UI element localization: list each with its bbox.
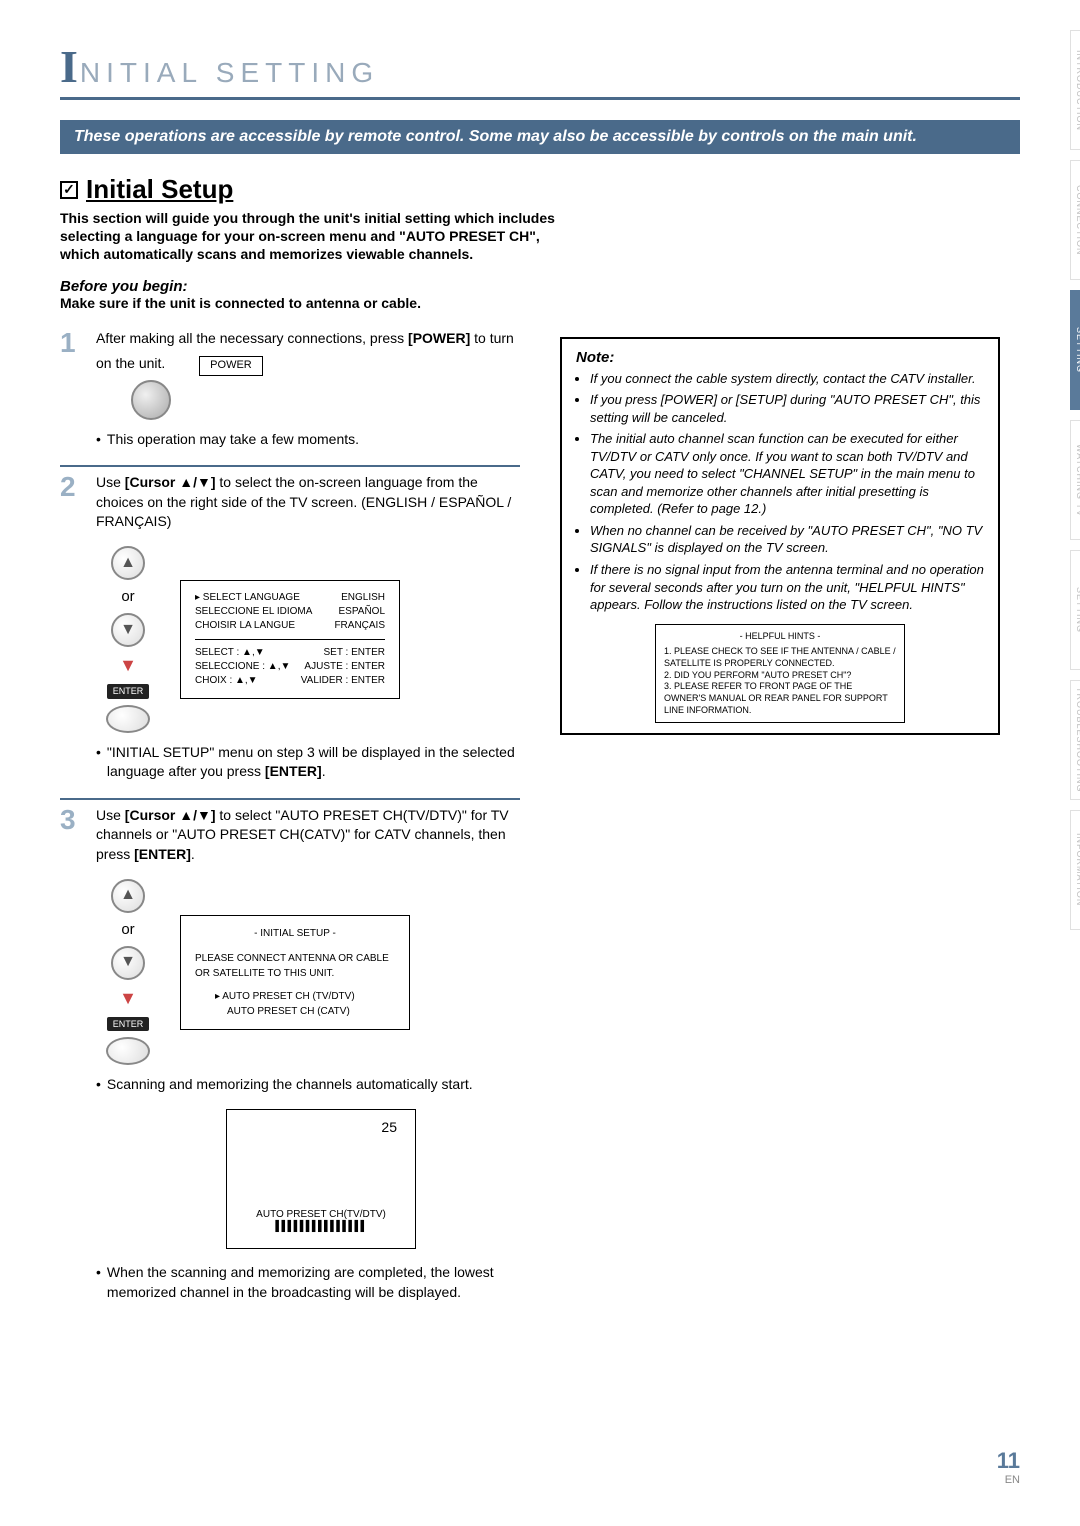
initial-setup-screen: - INITIAL SETUP - PLEASE CONNECT ANTENNA… <box>180 915 410 1030</box>
section-heading: Initial Setup <box>86 174 233 205</box>
step-3-bullet-1: Scanning and memorizing the channels aut… <box>96 1075 520 1095</box>
right-column: Note: If you connect the cable system di… <box>560 329 1000 1303</box>
language-screen: ▸ SELECT LANGUAGEENGLISH SELECCIONE EL I… <box>180 580 400 699</box>
left-column: 1 After making all the necessary connect… <box>60 329 520 1303</box>
step-3: 3 Use [Cursor ▲/▼] to select "AUTO PRESE… <box>60 798 520 1302</box>
remote-cursor-group-2: ▲ or ▼ ▼ ENTER <box>106 879 150 1066</box>
checkbox-icon: ✓ <box>60 181 78 199</box>
banner: These operations are accessible by remot… <box>60 120 1020 154</box>
tab-introduction: INTRODUCTION <box>1070 30 1080 150</box>
power-button-icon <box>131 380 171 420</box>
step-2: 2 Use [Cursor ▲/▼] to select the on-scre… <box>60 465 520 782</box>
note-title: Note: <box>576 349 984 366</box>
enter-button-icon <box>106 705 150 733</box>
before-title: Before you begin: <box>60 278 1020 295</box>
step-2-bullet: "INITIAL SETUP" menu on step 3 will be d… <box>96 743 520 782</box>
header-initial-letter: I <box>60 40 78 93</box>
tab-initial-setting: INITIAL SETTING <box>1070 290 1080 410</box>
step-2-number: 2 <box>60 473 86 782</box>
note-item: When no channel can be received by "AUTO… <box>590 522 984 557</box>
step-3-bullet-2: When the scanning and memorizing are com… <box>96 1263 520 1302</box>
enter-button-icon-2 <box>106 1037 150 1065</box>
remote-cursor-group: ▲ or ▼ ▼ ENTER <box>106 546 150 733</box>
page-footer: 11 EN <box>997 1448 1020 1486</box>
arrow-down-icon-2: ▼ <box>119 986 137 1011</box>
power-label: POWER <box>199 356 263 375</box>
section-tabs: INTRODUCTION CONNECTION INITIAL SETTING … <box>1070 30 1080 940</box>
scanning-screen: 25 AUTO PRESET CH(TV/DTV) ▌▌▌▌▌▌▌▌▌▌▌▌▌▌… <box>226 1109 416 1249</box>
step-2-text-a: Use <box>96 474 125 490</box>
step-1-text-a: After making all the necessary connectio… <box>96 330 408 346</box>
step-1-number: 1 <box>60 329 86 450</box>
header-rest: NITIAL SETTING <box>80 57 379 89</box>
step-1-bold: [POWER] <box>408 330 470 346</box>
note-item: If there is no signal input from the ant… <box>590 561 984 614</box>
step-1: 1 After making all the necessary connect… <box>60 329 520 450</box>
enter-label: ENTER <box>107 684 150 699</box>
cursor-up-icon: ▲ <box>111 546 145 580</box>
page-number: 11 <box>997 1448 1020 1474</box>
step-2-bold: [Cursor ▲/▼] <box>125 474 216 490</box>
hints-screen: - HELPFUL HINTS - 1. PLEASE CHECK TO SEE… <box>655 624 905 724</box>
heading-row: ✓ Initial Setup <box>60 174 1020 205</box>
page-lang: EN <box>997 1474 1020 1486</box>
tab-optional-setting: OPTIONAL SETTING <box>1070 550 1080 670</box>
or-label: or <box>121 586 134 607</box>
step-3-number: 3 <box>60 806 86 1302</box>
step-1-bullet: This operation may take a few moments. <box>96 430 520 450</box>
tab-information: INFORMATION <box>1070 810 1080 930</box>
enter-label-2: ENTER <box>107 1017 150 1032</box>
intro-text: This section will guide you through the … <box>60 209 580 264</box>
note-item: If you connect the cable system directly… <box>590 370 984 388</box>
tab-troubleshooting: TROUBLESHOOTING <box>1070 680 1080 800</box>
cursor-up-icon-2: ▲ <box>111 879 145 913</box>
cursor-down-icon: ▼ <box>111 613 145 647</box>
note-box: Note: If you connect the cable system di… <box>560 337 1000 736</box>
tab-watching-tv: WATCHING TV <box>1070 420 1080 540</box>
note-item: If you press [POWER] or [SETUP] during "… <box>590 391 984 426</box>
cursor-down-icon-2: ▼ <box>111 946 145 980</box>
page-header: I NITIAL SETTING <box>60 40 1020 100</box>
arrow-down-icon: ▼ <box>119 653 137 678</box>
or-label-2: or <box>121 919 134 940</box>
tab-connection: CONNECTION <box>1070 160 1080 280</box>
note-item: The initial auto channel scan function c… <box>590 430 984 518</box>
before-sub: Make sure if the unit is connected to an… <box>60 295 1020 311</box>
